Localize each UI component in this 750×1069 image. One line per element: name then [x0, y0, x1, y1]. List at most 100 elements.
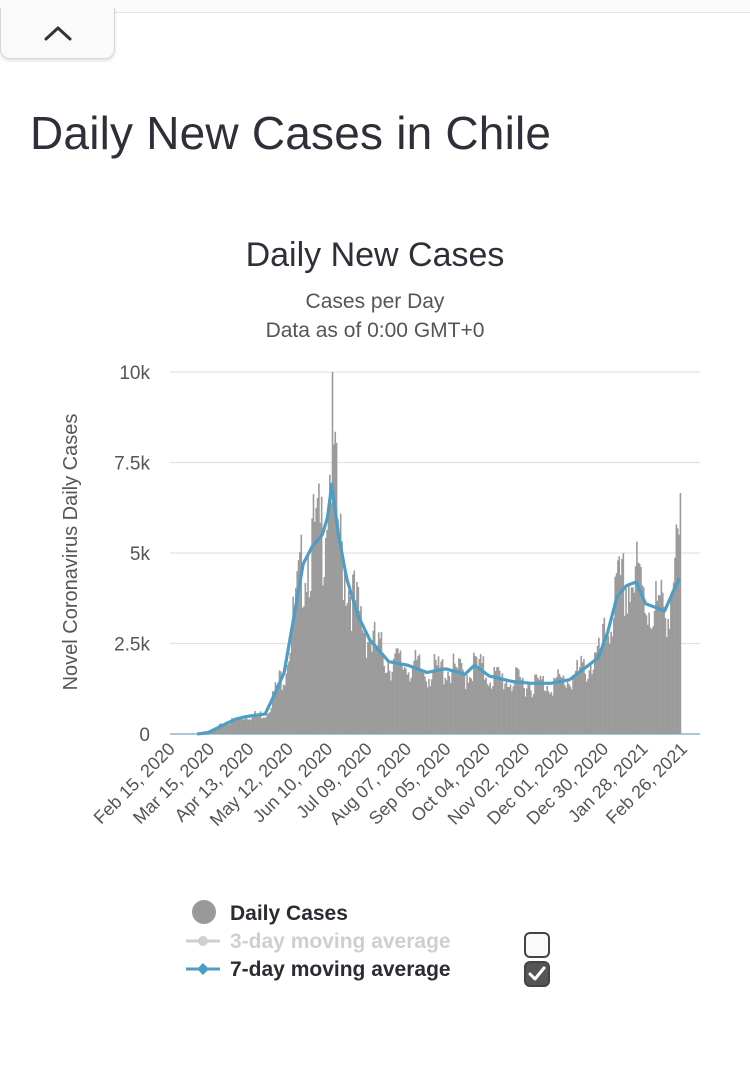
legend-item-3-day-average[interactable]: 3-day moving average [186, 928, 566, 954]
bar [274, 682, 277, 734]
bar [541, 679, 543, 734]
bar [428, 678, 430, 734]
bar [573, 676, 576, 734]
bar [259, 711, 262, 734]
bar [256, 714, 259, 734]
bar [674, 557, 676, 734]
bar [516, 667, 519, 734]
bar [543, 690, 546, 734]
bar [319, 522, 322, 734]
chart-title: Daily New Cases [245, 236, 505, 274]
bar [297, 560, 300, 734]
bar [467, 682, 470, 734]
bar [398, 653, 400, 734]
bar [517, 669, 520, 734]
bar [618, 556, 621, 734]
bar [285, 673, 288, 734]
bar [560, 676, 562, 734]
bar [555, 677, 558, 734]
legend-item-daily-cases[interactable]: Daily Cases [186, 900, 566, 926]
bar [478, 659, 481, 734]
bar [290, 632, 293, 734]
bar [352, 574, 354, 734]
bar [386, 672, 388, 734]
bar [666, 637, 668, 734]
bar [504, 683, 506, 734]
bar [530, 690, 532, 734]
bar [622, 553, 625, 734]
bar [236, 718, 239, 734]
collapse-button[interactable] [0, 8, 115, 59]
bar [460, 663, 463, 734]
bar [314, 521, 316, 734]
bar [642, 587, 645, 734]
bar [468, 677, 471, 734]
bar [445, 680, 448, 734]
legend-item-7-day-average[interactable]: 7-day moving average [186, 956, 566, 982]
bar [489, 682, 491, 734]
bar [417, 656, 419, 734]
bar [595, 652, 597, 734]
bar [218, 723, 221, 734]
bar [395, 648, 398, 734]
bar [429, 686, 432, 734]
bar [629, 602, 631, 734]
bar [271, 691, 274, 734]
bar [614, 576, 616, 734]
bar [309, 590, 312, 734]
bar [231, 717, 233, 734]
bar [531, 697, 534, 734]
bar [409, 681, 411, 734]
bar [591, 674, 593, 734]
bar [459, 659, 462, 734]
bar [462, 669, 464, 734]
bar [645, 615, 648, 734]
bar [557, 669, 559, 734]
bar [607, 635, 610, 734]
bar [549, 693, 551, 734]
bar [448, 676, 451, 734]
bar [671, 595, 674, 734]
bar [213, 728, 216, 734]
bar [437, 656, 440, 734]
bar [454, 663, 456, 734]
3-day-average-checkbox[interactable] [524, 932, 550, 958]
bar [356, 581, 358, 734]
bar [304, 582, 307, 734]
bar [299, 551, 301, 734]
bar [584, 673, 587, 734]
bar [583, 659, 585, 734]
bar [391, 671, 394, 734]
7-day-average-checkbox[interactable] [524, 961, 550, 987]
bar [637, 562, 640, 734]
bar [421, 668, 424, 734]
bar [390, 680, 392, 734]
bar [243, 719, 245, 734]
bar [532, 693, 535, 734]
bar [576, 659, 578, 734]
bar [490, 688, 493, 734]
bar [364, 632, 366, 734]
bar [292, 596, 294, 734]
bar [452, 653, 455, 734]
bar [483, 679, 486, 734]
bar [570, 689, 573, 734]
bar [513, 681, 516, 734]
bar [345, 605, 347, 734]
bar [251, 714, 254, 734]
bar [449, 683, 452, 734]
bar [486, 684, 489, 734]
bar [308, 597, 311, 734]
bar [550, 692, 553, 734]
bar [588, 670, 591, 734]
bar [663, 606, 665, 734]
bar [603, 617, 606, 734]
bar [375, 645, 377, 734]
bar [511, 691, 513, 734]
bar [623, 615, 626, 734]
bar [528, 684, 531, 734]
checkmark-icon [528, 966, 546, 981]
bar [360, 606, 362, 734]
bar [371, 651, 373, 734]
